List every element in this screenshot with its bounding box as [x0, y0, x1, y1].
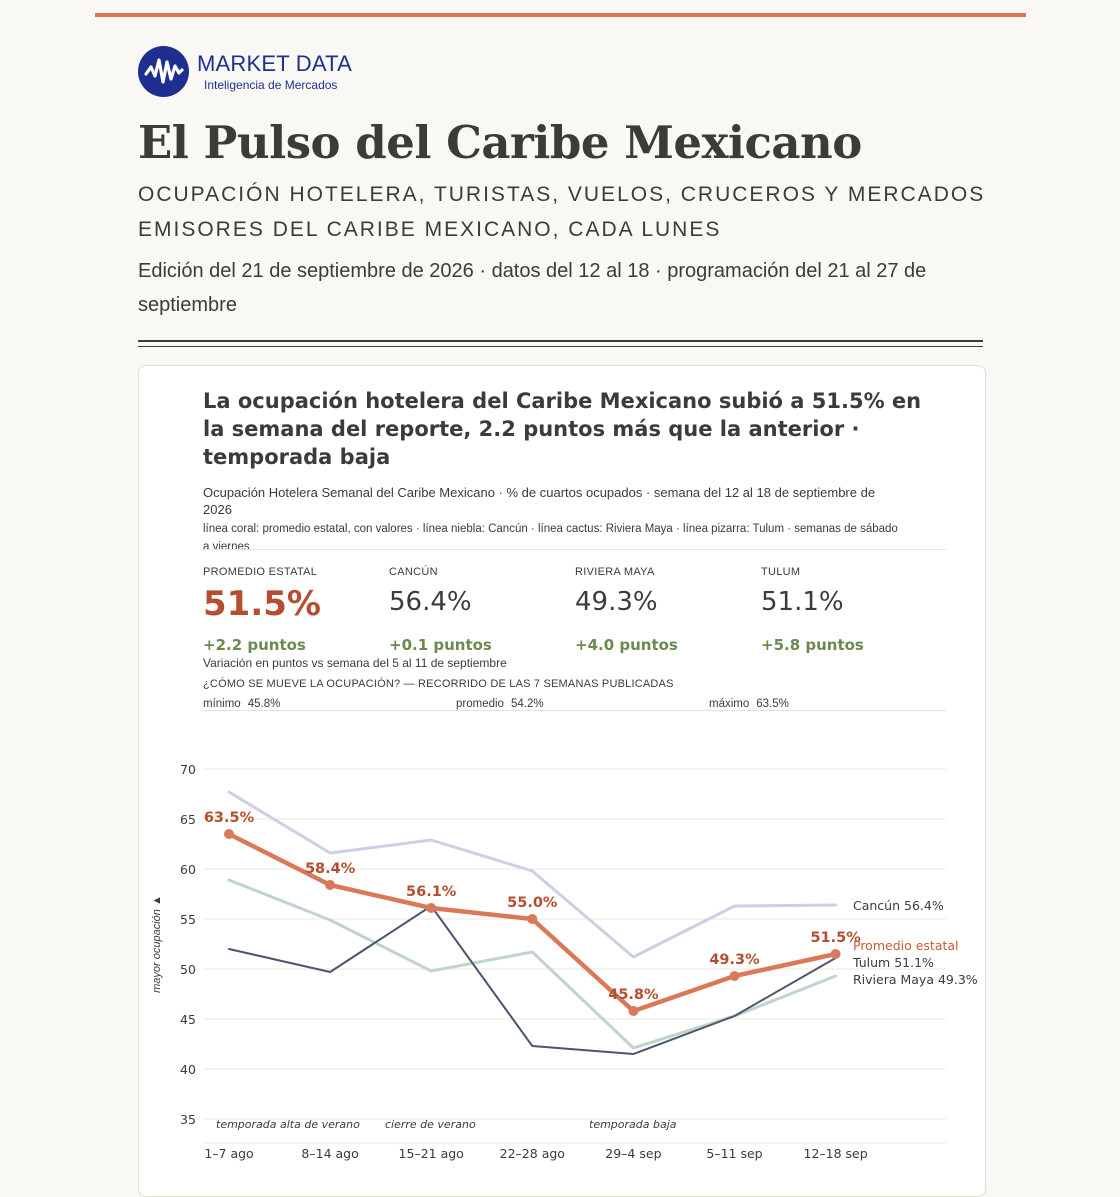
y-tick-label: 65 [180, 812, 196, 827]
promedio-point [527, 914, 538, 924]
promedio-point [628, 1006, 639, 1016]
kpi-delta: +2.2 puntos [203, 636, 306, 654]
range-label: mínimo [203, 698, 241, 710]
series-line-cancún [227, 790, 838, 959]
x-tick-label: 8–14 ago [301, 1146, 358, 1161]
range-avg: promedio 54.2% [456, 698, 544, 710]
kpi-delta: +5.8 puntos [761, 636, 864, 654]
brand-name: MARKET DATA [197, 50, 352, 76]
kpi-label: Tulum [761, 566, 801, 578]
series-end-label: Promedio estatal [853, 938, 959, 953]
y-tick-label: 40 [180, 1062, 196, 1077]
range-max: máximo 63.5% [709, 698, 789, 710]
kpi-delta: +4.0 puntos [575, 636, 678, 654]
brand-text: MARKET DATA Inteligencia de Mercados [197, 51, 352, 93]
y-axis-label: mayor ocupación ▲ [151, 895, 163, 993]
x-tick-label: 29–4 sep [605, 1146, 661, 1161]
y-tick-label: 55 [180, 912, 196, 927]
kpi-label: Cancún [389, 566, 438, 578]
chart-subtitle: Ocupación Hotelera Semanal del Caribe Me… [203, 485, 876, 517]
promedio-value-label: 56.1% [406, 884, 457, 900]
period-annotation: temporada baja [589, 1118, 677, 1131]
chart-card [138, 365, 986, 1197]
series-end-label: Tulum 51.1% [852, 955, 934, 970]
kpi-label: Riviera Maya [575, 566, 655, 578]
promedio-value-label: 63.5% [204, 810, 255, 826]
promedio-point [325, 880, 336, 890]
range-value: 45.8% [247, 698, 281, 710]
kpi-value: 51.5% [203, 584, 321, 624]
brand-tagline: Inteligencia de Mercados [204, 77, 338, 92]
x-tick-label: 22–28 ago [500, 1146, 565, 1161]
kpi-value: 56.4% [389, 587, 472, 617]
series-line-tulum [228, 905, 837, 1055]
series-end-label: Cancún 56.4% [853, 898, 944, 913]
divider [203, 549, 946, 550]
top-accent-bar [95, 13, 1026, 17]
y-tick-label: 45 [180, 1012, 196, 1027]
kpi-promedio-estatal: Promedio estatal 51.5% +2.2 puntos [203, 566, 383, 654]
promedio-point [729, 971, 740, 981]
y-tick-label: 35 [180, 1112, 196, 1127]
range-label: máximo [709, 698, 750, 710]
promedio-value-label: 55.0% [507, 895, 558, 911]
x-tick-label: 15–21 ago [399, 1146, 464, 1161]
promedio-point [830, 949, 841, 959]
range-value: 63.5% [756, 698, 789, 710]
x-tick-label: 5–11 sep [706, 1146, 762, 1161]
kpi-tulum: Tulum 51.1% +5.8 puntos [761, 566, 941, 654]
promedio-value-label: 58.4% [305, 861, 356, 877]
y-tick-label: 60 [180, 862, 196, 877]
double-rule-top [138, 340, 983, 342]
market-data-logo-icon [138, 46, 189, 97]
divider [203, 710, 946, 711]
kpi-riviera-maya: Riviera Maya 49.3% +4.0 puntos [575, 566, 755, 654]
y-tick-label: 70 [180, 762, 196, 777]
series-end-label: Riviera Maya 49.3% [853, 972, 978, 987]
promedio-value-label: 49.3% [709, 952, 760, 968]
brand-logo[interactable]: MARKET DATA Inteligencia de Mercados [138, 46, 352, 97]
range-title: ¿Cómo se mueve la ocupación? — recorrido… [203, 678, 674, 690]
variation-note: Variación en puntos vs semana del 5 al 1… [203, 656, 507, 670]
promedio-value-label: 45.8% [608, 987, 659, 1003]
period-annotation: temporada alta de verano [216, 1118, 360, 1131]
kpi-delta: +0.1 puntos [389, 636, 492, 654]
legend-note: línea coral: promedio estatal, con valor… [203, 523, 898, 553]
range-label: promedio [456, 698, 504, 710]
double-rule-bottom [138, 346, 983, 347]
y-tick-label: 50 [180, 962, 196, 977]
x-tick-label: 12–18 sep [804, 1146, 868, 1161]
card-headline: La ocupación hotelera del Caribe Mexican… [203, 389, 922, 469]
page-subtitle: Ocupación hotelera, turistas, vuelos, cr… [138, 183, 986, 241]
promedio-point [224, 829, 234, 839]
period-annotation: cierre de verano [385, 1118, 476, 1131]
kpi-cancun: Cancún 56.4% +0.1 puntos [389, 566, 569, 654]
x-tick-label: 1–7 ago [204, 1146, 253, 1161]
kpi-value: 51.1% [761, 587, 844, 617]
page-title: El Pulso del Caribe Mexicano [138, 116, 862, 169]
promedio-value-label: 51.5% [810, 930, 861, 946]
kpi-value: 49.3% [575, 587, 658, 617]
promedio-point [426, 903, 437, 913]
edition-line: Edición del 21 de septiembre de 2026 · d… [138, 260, 927, 316]
kpi-label: Promedio estatal [203, 566, 318, 578]
range-value: 54.2% [510, 698, 544, 710]
range-min: mínimo 45.8% [203, 698, 280, 710]
